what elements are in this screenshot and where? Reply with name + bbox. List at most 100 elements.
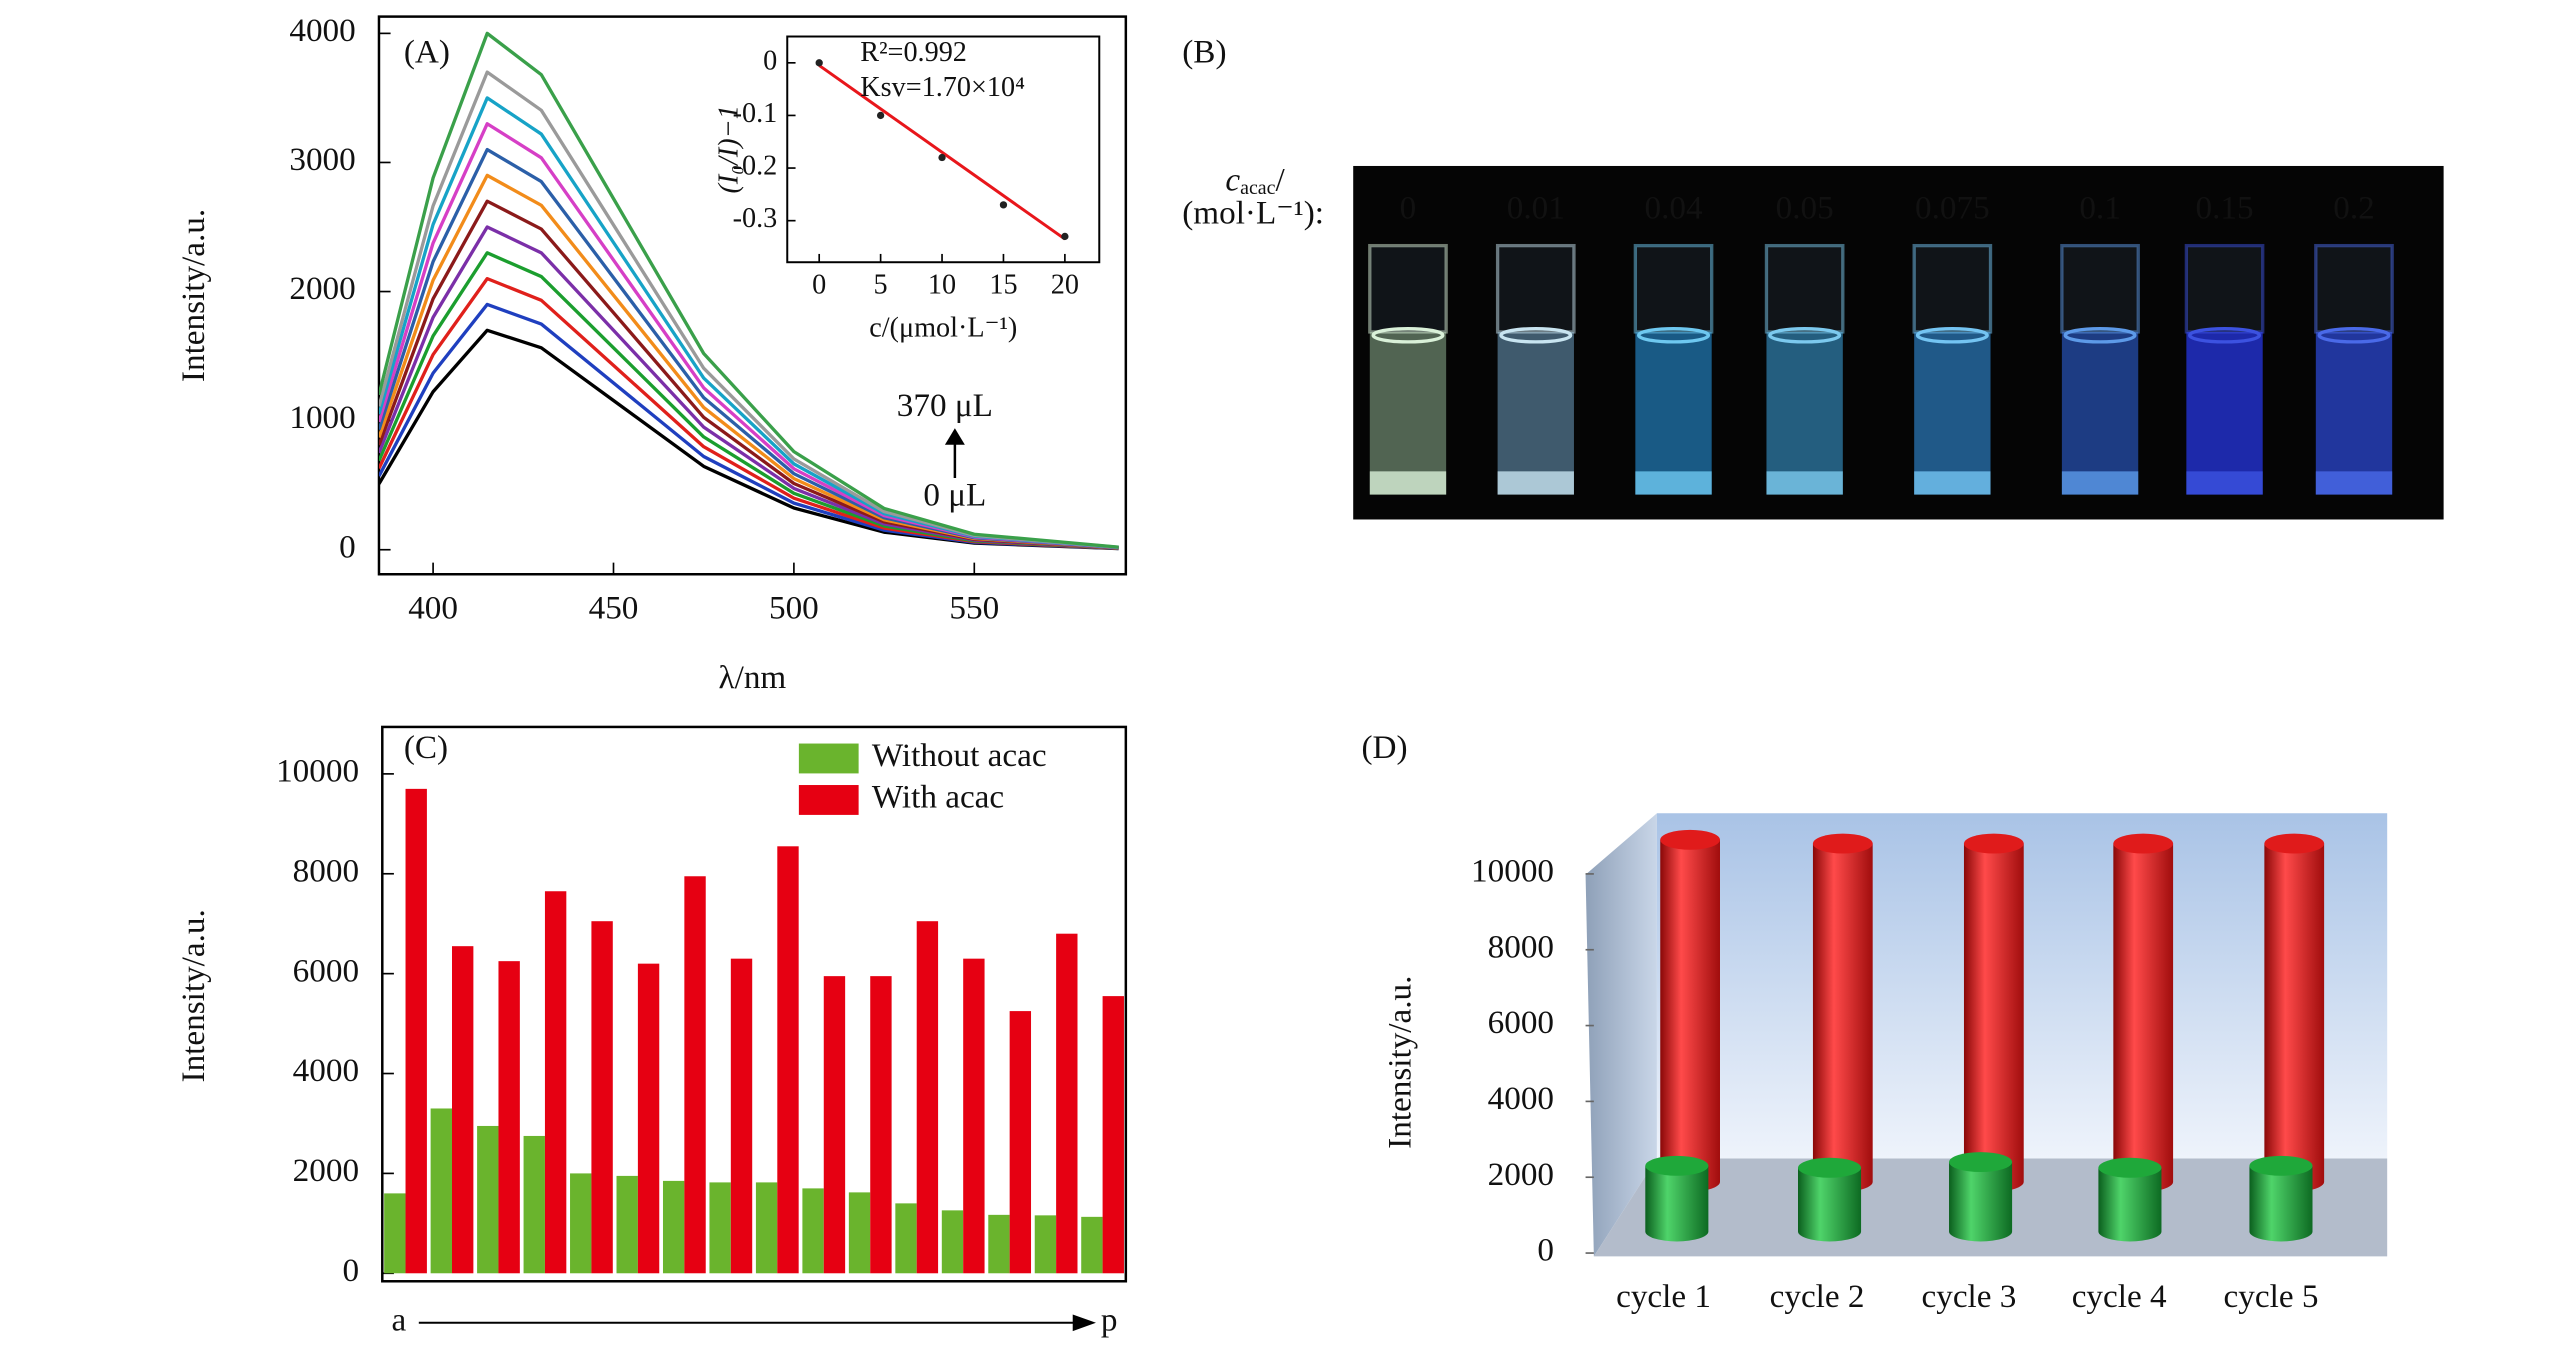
cuvette-top <box>1633 243 1714 334</box>
bar <box>498 961 520 1274</box>
cuvette-top <box>1368 243 1448 334</box>
bar <box>755 1182 778 1274</box>
cylinder-body <box>1812 843 1873 1192</box>
symbol: c <box>1225 161 1240 198</box>
bar <box>662 1180 685 1274</box>
y-tick-label: 10000 <box>1471 853 1554 890</box>
y-tick-label: 0 <box>763 45 777 76</box>
x-axis-label: λ/nm <box>719 659 787 696</box>
cylinder-top <box>1798 1157 1862 1178</box>
cuvette-base <box>1369 471 1447 495</box>
curves <box>378 31 1119 551</box>
x-tick-label: 20 <box>1051 270 1079 301</box>
meniscus <box>1915 326 1989 344</box>
data-point <box>938 153 946 162</box>
cuvette-base <box>2315 471 2393 495</box>
x-tick-label: 550 <box>949 589 999 626</box>
bar <box>777 846 799 1274</box>
meniscus <box>2063 326 2137 344</box>
y-tick-label: 0 <box>1537 1232 1554 1269</box>
data-point <box>876 111 885 120</box>
y-tick-label: -0.3 <box>733 203 778 234</box>
concentration-value: 0.1 <box>2079 189 2120 226</box>
y-tick-label: 0 <box>342 1252 359 1289</box>
y-tick-label: 2000 <box>289 270 355 307</box>
unit-label: (mol·L⁻¹): <box>1182 194 1324 231</box>
y-tick-label: 3000 <box>289 141 355 178</box>
bar <box>1102 996 1124 1274</box>
bar <box>405 788 427 1274</box>
annotation: R²=0.992 <box>860 37 967 68</box>
y-tick-label: 4000 <box>289 12 355 49</box>
spectrum-line <box>378 328 1119 551</box>
cuvette-body <box>1635 331 1712 495</box>
concentration-value: 0.15 <box>2195 189 2253 226</box>
concentration-value: 0.04 <box>1644 189 1702 226</box>
x-tick-label: 500 <box>769 589 819 626</box>
x-tick-label: 0 <box>812 270 826 301</box>
bar <box>709 1182 731 1274</box>
bar <box>823 976 846 1274</box>
bar <box>1056 933 1078 1274</box>
concentration-label: cacac/ <box>1225 161 1285 199</box>
y-tick-label: 2000 <box>1488 1156 1554 1193</box>
inset-frame <box>786 35 1101 264</box>
y-tick-label: -0.1 <box>733 98 778 129</box>
bar <box>1009 1011 1032 1274</box>
concentration-value: 0.05 <box>1776 189 1834 226</box>
subscript: acac <box>1240 177 1276 199</box>
legend-swatch <box>798 743 859 774</box>
meniscus <box>1499 326 1573 344</box>
cylinder-body <box>2264 843 2325 1192</box>
cuvette-body <box>2061 331 2139 495</box>
y-tick-label: 8000 <box>1488 928 1554 965</box>
y-axis-label: Intensity/a.u. <box>175 209 212 382</box>
panel-label: (C) <box>404 729 448 766</box>
bar <box>916 921 939 1274</box>
meniscus <box>1768 326 1842 344</box>
x-tick-label: 5 <box>874 270 888 301</box>
x-tick-label: cycle 4 <box>2072 1278 2167 1315</box>
bar <box>730 958 753 1274</box>
cuvette-body <box>2186 331 2263 495</box>
bar <box>848 1192 871 1274</box>
cylinder-top <box>2113 833 2174 854</box>
cuvette-top <box>2184 243 2265 334</box>
y-tick-label: 4000 <box>293 1052 359 1089</box>
bar <box>941 1210 964 1274</box>
cuvette-base <box>1497 471 1574 495</box>
cylinder-body <box>2113 843 2174 1192</box>
left-wall <box>1585 813 1657 1257</box>
cuvette-body <box>1369 331 1447 495</box>
bar <box>637 963 660 1274</box>
y-axis-label: Intensity/a.u. <box>1382 976 1419 1149</box>
cuvette-body <box>1914 331 1991 495</box>
x-axis-label: c/(μmol·L⁻¹) <box>869 313 1017 344</box>
cuvette-top <box>1764 243 1845 334</box>
cylinder-body <box>1963 843 2024 1192</box>
legend-swatch <box>798 785 859 815</box>
cylinder-top <box>2264 833 2325 854</box>
bar <box>452 946 474 1274</box>
y-axis-label: Intensity/a.u. <box>175 909 212 1082</box>
y-tick-label: 1000 <box>289 399 355 436</box>
annotation: 370 μL <box>897 387 993 424</box>
cylinder-top <box>1660 829 1720 850</box>
bar <box>591 921 613 1274</box>
bar <box>570 1173 592 1274</box>
y-tick-label: 10000 <box>276 752 359 789</box>
cuvette-top <box>1495 243 1576 334</box>
fit-line <box>818 64 1066 241</box>
bar <box>963 958 985 1274</box>
y-axis-label: (I₀/I)−1 <box>713 105 744 193</box>
slash: / <box>1275 161 1285 198</box>
bar <box>544 891 567 1274</box>
cuvette-body <box>1497 331 1574 495</box>
cuvette-top <box>1912 243 1993 334</box>
bar <box>988 1214 1010 1274</box>
x-tick-label: 450 <box>589 589 639 626</box>
spectrum-line <box>378 70 1119 549</box>
cylinder-top <box>2098 1157 2162 1178</box>
annotation: 0 μL <box>923 477 986 514</box>
meniscus <box>1371 326 1445 344</box>
